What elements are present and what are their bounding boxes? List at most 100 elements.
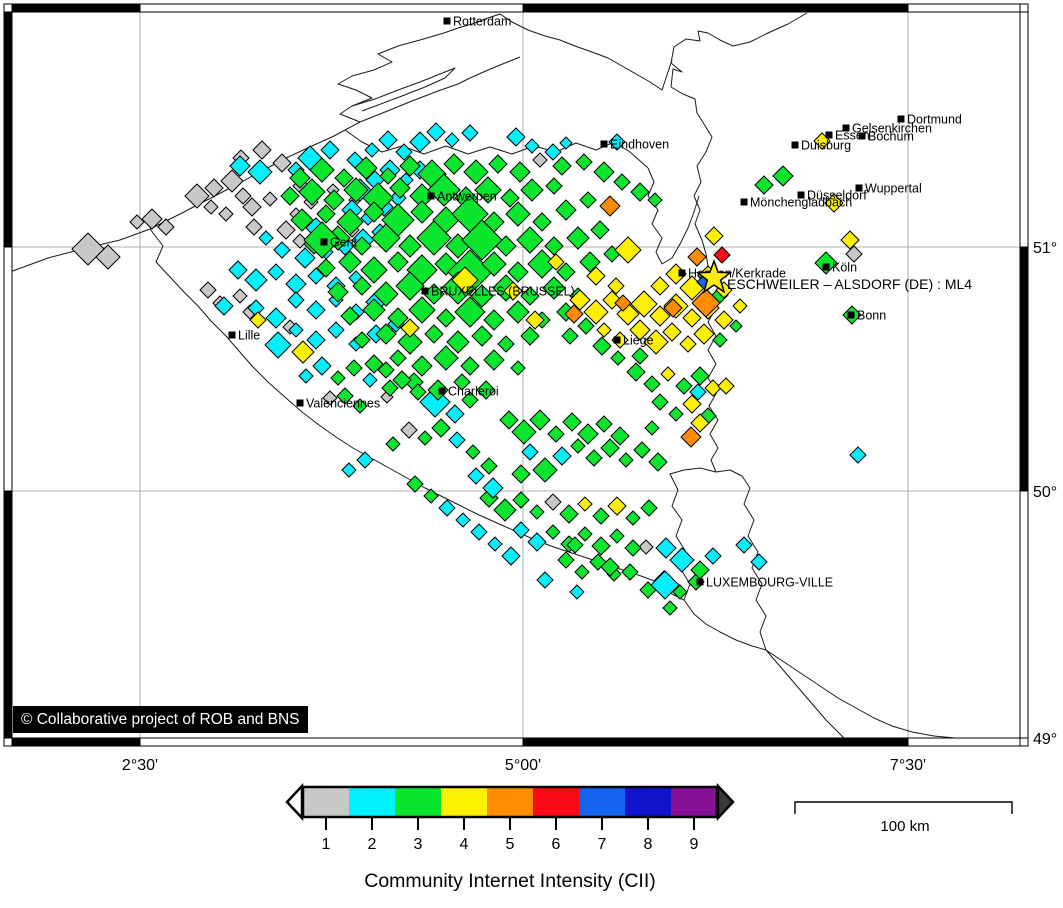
intensity-diamond	[338, 250, 362, 274]
intensity-diamond	[626, 362, 646, 382]
intensity-diamond	[397, 329, 423, 355]
legend-swatch	[349, 787, 395, 817]
frame-corner	[1019, 737, 1029, 747]
legend-value: 9	[690, 836, 699, 853]
intensity-diamond	[362, 372, 378, 388]
intensity-diamond	[232, 288, 248, 304]
frame-segment	[522, 3, 909, 13]
intensity-diamond	[398, 234, 422, 258]
intensity-diamond	[559, 504, 579, 524]
legend-swatch	[533, 787, 579, 817]
intensity-diamond	[353, 331, 371, 349]
intensity-diamond	[309, 157, 335, 183]
intensity-diamond	[336, 387, 354, 405]
intensity-diamond	[750, 553, 768, 571]
intensity-diamond	[840, 230, 860, 250]
intensity-diamond	[521, 443, 539, 461]
intensity-diamond	[465, 444, 481, 460]
intensity-diamond	[273, 241, 291, 259]
scalebar-label: 100 km	[880, 818, 930, 835]
intensity-diamond	[625, 510, 641, 526]
frame-segment	[907, 3, 1021, 13]
intensity-diamond	[482, 477, 504, 499]
intensity-diamond	[141, 208, 163, 230]
intensity-diamond	[544, 493, 562, 511]
frame-segment	[1019, 490, 1029, 739]
intensity-diamond	[689, 383, 707, 401]
intensity-diamond	[577, 423, 599, 445]
city-label: Duisburg	[801, 139, 851, 153]
intensity-diamond	[480, 457, 498, 475]
intensity-diamond	[416, 220, 452, 256]
intensity-diamond	[610, 350, 626, 366]
frame-corner	[3, 3, 13, 13]
city-marker	[228, 331, 236, 339]
intensity-diamond	[199, 281, 217, 299]
intensity-diamond	[525, 310, 545, 330]
intensity-diamond	[662, 322, 682, 342]
frame-segment	[1019, 246, 1029, 492]
intensity-diamond	[618, 452, 634, 468]
intensity-diamond	[360, 256, 388, 284]
intensity-diamond	[291, 340, 315, 364]
epicenter-star	[695, 258, 733, 294]
latitude-label: 51°	[1033, 240, 1057, 257]
intensity-diamond	[524, 138, 540, 154]
intensity-diamond	[341, 462, 357, 478]
intensity-diamond	[529, 409, 551, 431]
legend-value: 2	[368, 836, 377, 853]
frame-segment	[139, 3, 524, 13]
intensity-diamond	[378, 130, 398, 150]
intensity-diamond	[362, 298, 386, 322]
intensity-diamond	[363, 201, 385, 223]
city-label: Liège	[623, 334, 654, 348]
city-label: Bonn	[857, 309, 886, 323]
intensity-diamond	[577, 317, 595, 335]
intensity-diamond	[316, 258, 336, 278]
intensity-diamond	[510, 360, 526, 376]
intensity-diamond	[499, 410, 519, 430]
intensity-diamond	[320, 140, 340, 160]
intensity-diamond	[516, 226, 544, 254]
intensity-diamond	[371, 223, 401, 253]
intensity-diamond	[566, 536, 584, 554]
legend-value: 7	[598, 836, 607, 853]
intensity-diamond	[471, 325, 493, 347]
intensity-diamond	[387, 307, 409, 329]
intensity-diamond	[389, 177, 411, 199]
legend-value: 1	[322, 836, 331, 853]
intensity-diamond	[600, 438, 620, 458]
intensity-diamond	[280, 186, 300, 206]
intensity-diamond	[552, 446, 572, 466]
event-title: ESCHWEILER – ALSDORF (DE) : ML4	[727, 276, 973, 292]
intensity-diamond	[483, 309, 505, 331]
intensity-diamond	[607, 496, 627, 516]
longitude-label: 2°30'	[122, 757, 158, 774]
intensity-diamond	[577, 496, 593, 512]
intensity-diamond	[633, 441, 651, 459]
legend-value: 4	[460, 836, 469, 853]
intensity-diamond	[824, 193, 844, 213]
intensity-diamond	[448, 431, 466, 449]
intensity-diamond	[288, 322, 304, 338]
intensity-diamond	[704, 547, 722, 565]
intensity-diamond	[433, 345, 459, 371]
city-label: Düsseldorf	[807, 189, 867, 203]
intensity-diamond	[647, 192, 663, 208]
intensity-diamond	[298, 368, 314, 384]
intensity-diamond	[631, 347, 649, 365]
intensity-diamond	[503, 281, 523, 301]
intensity-diamond	[495, 235, 517, 257]
intensity-diamond	[564, 304, 584, 324]
intensity-diamond	[392, 370, 412, 390]
intensity-diamond	[643, 329, 669, 355]
intensity-diamond	[599, 195, 621, 217]
frame-segment	[139, 737, 524, 747]
city-label: Gelsenkirchen	[852, 122, 932, 136]
intensity-diamond	[330, 370, 346, 386]
city-marker	[797, 191, 805, 199]
intensity-diamond	[690, 413, 710, 433]
intensity-diamond	[228, 260, 248, 280]
intensity-diamond	[389, 349, 407, 367]
legend-left-arrow-icon	[285, 782, 304, 822]
